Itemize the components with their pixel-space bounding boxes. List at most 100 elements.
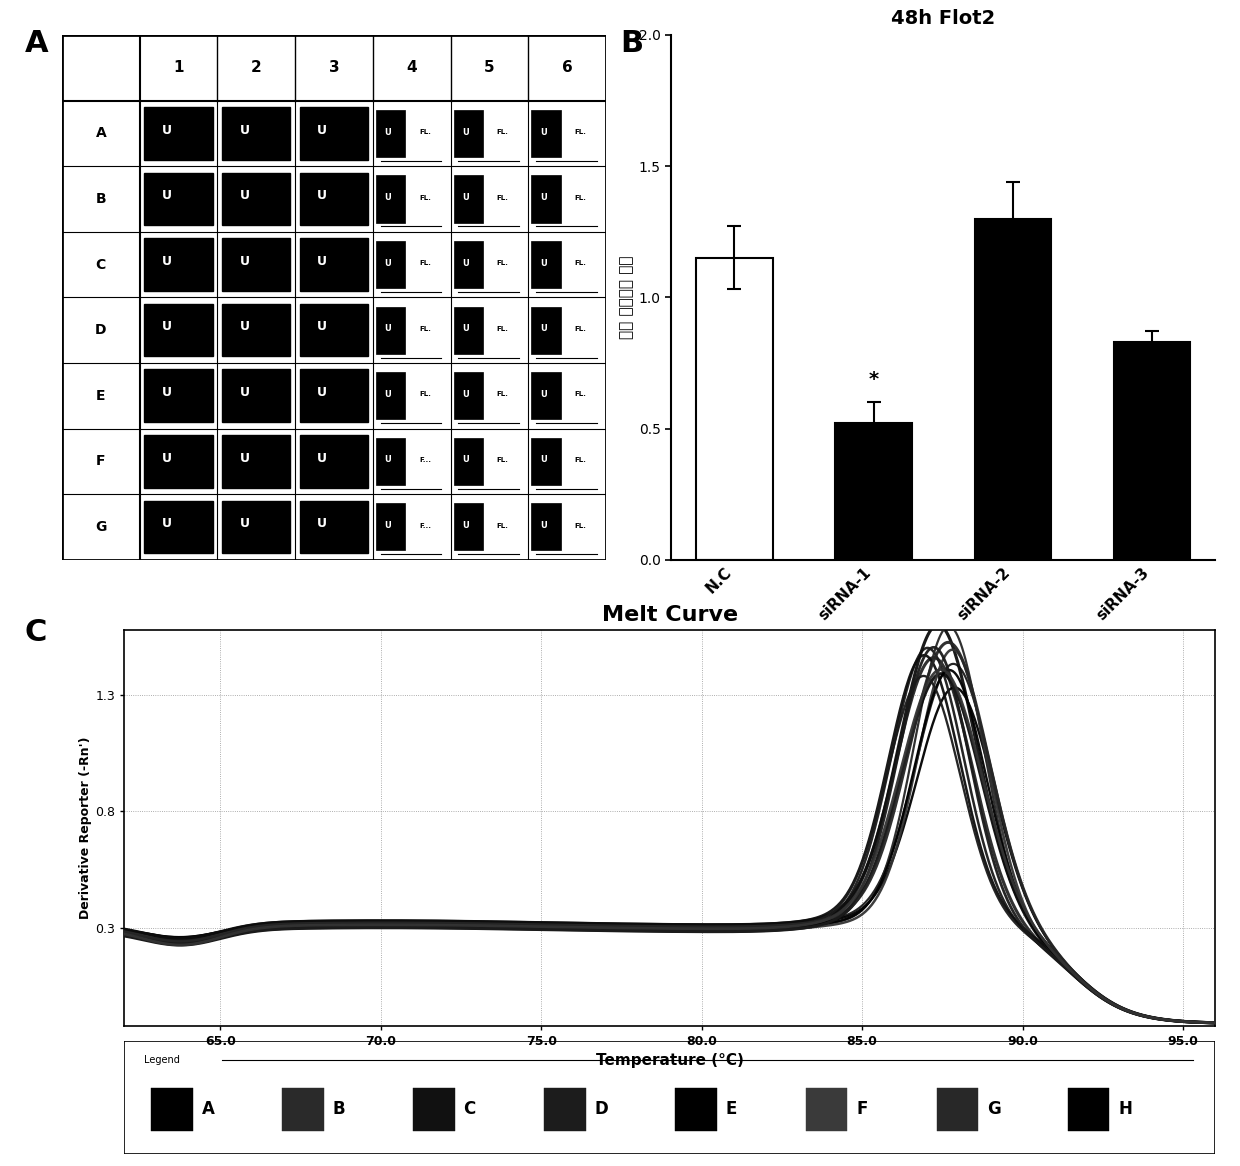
Bar: [300, 370, 368, 422]
Bar: [487, 110, 517, 157]
Bar: [410, 372, 440, 420]
Bar: [565, 307, 595, 353]
Text: FL.: FL.: [419, 129, 430, 135]
Y-axis label: Derivative Reporter (-Rn'): Derivative Reporter (-Rn'): [79, 737, 92, 919]
Text: U: U: [239, 124, 249, 136]
Text: U: U: [384, 389, 391, 399]
Text: U: U: [317, 386, 327, 399]
Text: U: U: [162, 189, 172, 202]
Text: 2: 2: [250, 61, 262, 76]
Y-axis label: 基因 表达相对 倍数: 基因 表达相对 倍数: [620, 255, 635, 339]
Bar: [487, 307, 517, 353]
Bar: [300, 238, 368, 290]
Text: FL.: FL.: [574, 260, 587, 266]
Text: U: U: [162, 451, 172, 464]
Bar: [836, 423, 911, 560]
Text: U: U: [384, 456, 391, 464]
Bar: [376, 110, 405, 157]
Bar: [565, 241, 595, 288]
Text: FL.: FL.: [574, 522, 587, 528]
Text: *: *: [868, 370, 879, 389]
Text: U: U: [162, 124, 172, 136]
Text: FL.: FL.: [419, 325, 430, 332]
Bar: [487, 241, 517, 288]
Text: FL.: FL.: [497, 195, 508, 201]
Text: A: A: [25, 29, 48, 58]
Text: U: U: [317, 321, 327, 333]
Bar: [565, 504, 595, 550]
Bar: [1068, 1088, 1110, 1131]
Bar: [410, 175, 440, 223]
Bar: [300, 173, 368, 225]
Text: U: U: [239, 386, 249, 399]
Bar: [376, 175, 405, 223]
Bar: [975, 219, 1052, 560]
Text: U: U: [539, 194, 547, 202]
Bar: [222, 304, 290, 357]
Text: F...: F...: [419, 457, 432, 463]
X-axis label: Temperature (°C): Temperature (°C): [595, 1053, 744, 1068]
Text: C: C: [464, 1100, 476, 1118]
Text: FL.: FL.: [497, 129, 508, 135]
Text: D: D: [594, 1100, 608, 1118]
Text: U: U: [317, 124, 327, 136]
Bar: [532, 504, 560, 550]
Bar: [144, 238, 213, 290]
Bar: [376, 307, 405, 353]
Bar: [376, 504, 405, 550]
Bar: [410, 504, 440, 550]
Text: G: G: [987, 1100, 1001, 1118]
Text: C: C: [25, 618, 47, 647]
Bar: [376, 372, 405, 420]
Text: E: E: [97, 388, 105, 402]
Text: FL.: FL.: [574, 129, 587, 135]
Text: U: U: [539, 127, 547, 136]
Text: B: B: [95, 192, 107, 206]
Bar: [675, 1088, 717, 1131]
Text: U: U: [463, 324, 469, 333]
Bar: [410, 241, 440, 288]
Bar: [454, 372, 484, 420]
Text: C: C: [95, 258, 105, 272]
Text: F: F: [856, 1100, 868, 1118]
Text: U: U: [463, 521, 469, 531]
Bar: [144, 370, 213, 422]
Text: U: U: [463, 194, 469, 202]
Bar: [144, 173, 213, 225]
Text: U: U: [539, 259, 547, 268]
Text: FL.: FL.: [419, 392, 430, 398]
Text: U: U: [239, 321, 249, 333]
Bar: [544, 1088, 585, 1131]
Text: U: U: [384, 194, 391, 202]
Bar: [144, 435, 213, 487]
Bar: [565, 175, 595, 223]
Text: F: F: [97, 455, 105, 469]
Bar: [806, 1088, 847, 1131]
Text: U: U: [539, 389, 547, 399]
Text: FL.: FL.: [497, 392, 508, 398]
Text: U: U: [317, 517, 327, 531]
Text: U: U: [384, 127, 391, 136]
Text: FL.: FL.: [419, 195, 430, 201]
Bar: [487, 372, 517, 420]
Bar: [532, 437, 560, 485]
Bar: [454, 307, 484, 353]
Text: FL.: FL.: [574, 195, 587, 201]
Bar: [532, 110, 560, 157]
Text: U: U: [162, 517, 172, 531]
Text: U: U: [539, 324, 547, 333]
Bar: [151, 1088, 192, 1131]
Text: 6: 6: [562, 61, 573, 76]
Text: FL.: FL.: [497, 260, 508, 266]
Title: 48h Flot2: 48h Flot2: [892, 9, 996, 28]
Text: FL.: FL.: [574, 325, 587, 332]
Bar: [1114, 342, 1190, 560]
Text: U: U: [463, 259, 469, 268]
Bar: [532, 175, 560, 223]
Text: U: U: [162, 254, 172, 268]
Text: B: B: [332, 1100, 345, 1118]
Text: U: U: [162, 321, 172, 333]
Bar: [487, 175, 517, 223]
Text: U: U: [539, 521, 547, 531]
Bar: [222, 370, 290, 422]
